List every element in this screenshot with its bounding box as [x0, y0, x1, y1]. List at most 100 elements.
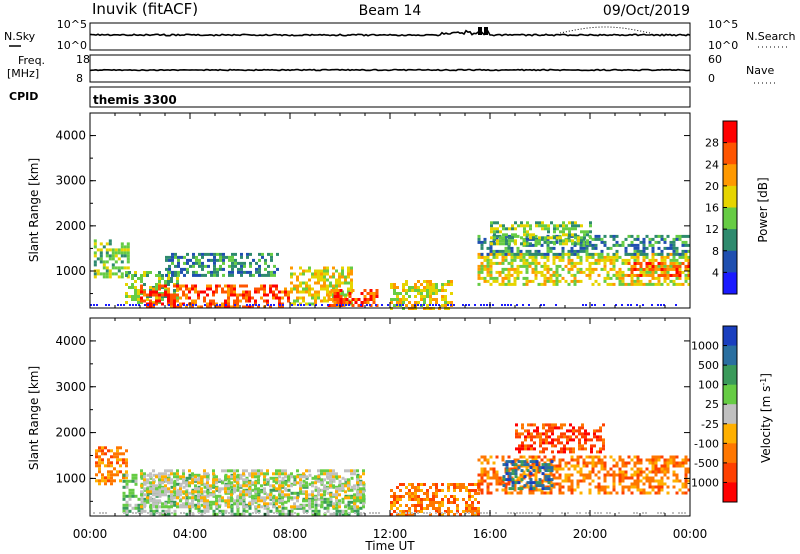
velocity-cell — [269, 476, 273, 480]
velocity-cell — [557, 450, 560, 454]
velocity-cell — [347, 496, 350, 500]
velocity-cell — [570, 458, 574, 462]
velocity-cell — [411, 492, 414, 495]
velocity-cell — [263, 475, 266, 479]
velocity-cell — [533, 447, 536, 451]
velocity-cell — [591, 461, 595, 465]
velocity-cell — [548, 441, 551, 445]
power-cell — [197, 293, 200, 297]
velocity-cell — [161, 481, 164, 485]
power-cell — [230, 293, 233, 297]
power-cell — [651, 271, 655, 274]
velocity-cell — [131, 473, 135, 477]
power-cell — [636, 258, 640, 262]
freq-line — [89, 68, 691, 72]
power-cell — [179, 284, 182, 288]
velocity-cell — [516, 479, 520, 483]
power-cell — [302, 296, 305, 300]
velocity-cell — [672, 464, 676, 468]
velocity-cell — [417, 501, 420, 504]
velocity-cell — [529, 472, 533, 476]
power-cell — [583, 236, 586, 240]
velocity-cell — [320, 500, 324, 504]
power-cell — [396, 298, 399, 301]
velocity-cell — [158, 485, 162, 489]
power-cell — [221, 305, 224, 309]
power-cell — [486, 273, 490, 277]
power-cell — [586, 233, 589, 237]
velocity-cell — [558, 485, 562, 489]
velocity-cell — [570, 488, 574, 492]
velocity-cell — [347, 500, 351, 504]
velocity-cell — [618, 473, 622, 477]
velocity-cell — [521, 441, 524, 445]
power-cell — [597, 273, 601, 277]
velocity-cell — [435, 507, 438, 510]
velocity-cell — [209, 484, 212, 488]
power-cell — [248, 290, 251, 294]
velocity-cell — [471, 489, 474, 492]
power-cell — [125, 295, 128, 298]
velocity-colorbar-bin — [723, 404, 737, 425]
power-cell — [546, 246, 550, 250]
power-cell — [177, 270, 180, 274]
power-cell — [609, 255, 613, 259]
velocity-cell — [350, 496, 353, 500]
power-cell — [651, 243, 655, 247]
power-cell — [167, 283, 170, 286]
velocity-cell — [212, 472, 215, 476]
power-cell — [191, 287, 194, 291]
power-noise-cell — [381, 304, 383, 306]
power-cell — [227, 305, 230, 309]
power-cell — [123, 266, 127, 270]
power-cell — [516, 234, 520, 238]
power-cell — [477, 237, 481, 241]
power-cell — [326, 287, 329, 291]
velocity-cell — [149, 490, 152, 494]
power-cell — [570, 258, 574, 262]
power-cell — [252, 273, 255, 277]
velocity-cell — [257, 472, 260, 476]
velocity-cell — [502, 478, 506, 482]
velocity-cell — [550, 484, 554, 488]
velocity-cell — [599, 447, 602, 451]
power-cell — [630, 265, 634, 268]
velocity-colorbar-tick-label: 500 — [698, 359, 719, 372]
power-cell — [633, 249, 637, 253]
power-cell — [131, 298, 134, 301]
velocity-cell — [633, 482, 637, 486]
power-cell — [492, 261, 496, 265]
power-cell — [678, 267, 682, 271]
velocity-cell — [666, 470, 670, 474]
velocity-cell — [417, 486, 420, 489]
power-cell — [594, 261, 598, 265]
velocity-cell — [408, 507, 411, 510]
velocity-cell — [284, 469, 287, 473]
power-cell — [176, 277, 179, 280]
velocity-cell — [423, 483, 426, 486]
velocity-cell — [600, 467, 604, 471]
velocity-cell — [320, 478, 323, 482]
power-cell — [126, 245, 130, 249]
power-cell — [260, 287, 263, 291]
velocity-cell — [281, 469, 284, 473]
power-cell — [408, 286, 411, 289]
power-noise-cell — [615, 304, 617, 306]
velocity-cell — [290, 475, 293, 479]
power-cell — [511, 227, 514, 231]
power-cell — [447, 283, 450, 286]
velocity-cell — [266, 505, 269, 509]
velocity-cell — [468, 492, 471, 495]
power-cell — [176, 284, 179, 288]
velocity-cell — [648, 482, 652, 486]
power-cell — [546, 264, 550, 268]
velocity-cell — [603, 467, 607, 471]
power-cell — [510, 261, 514, 265]
velocity-cell — [593, 444, 596, 448]
power-cell — [146, 271, 149, 274]
velocity-cell — [236, 488, 240, 492]
power-cell — [618, 279, 622, 283]
velocity-cell — [480, 476, 484, 480]
velocity-cell — [480, 461, 484, 465]
power-cell — [108, 257, 112, 261]
